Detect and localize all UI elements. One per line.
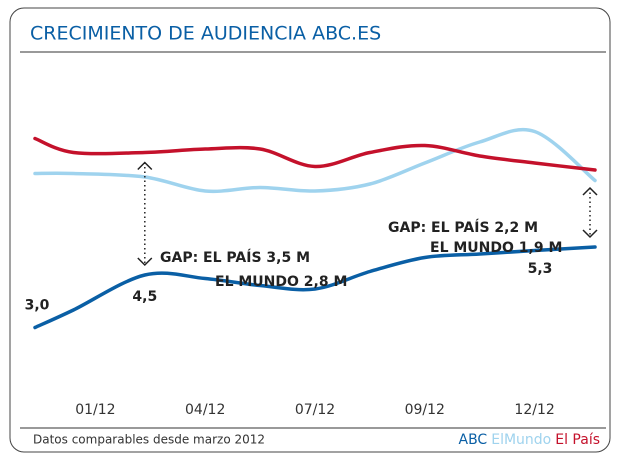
- x-tick-label: 12/12: [514, 402, 554, 418]
- annotation: GAP: EL PAÍS 3,5 M: [160, 249, 310, 266]
- x-tick-label: 04/12: [185, 402, 225, 418]
- footnote: Datos comparables desde marzo 2012: [33, 433, 265, 447]
- line-series: [33, 245, 597, 330]
- frame: [9, 7, 611, 453]
- arrow-head: [137, 257, 153, 267]
- arrow-head: [137, 161, 153, 171]
- legend-entry: El País: [555, 432, 600, 448]
- data-label: 5,3: [528, 261, 553, 277]
- annotation: EL MUNDO 1,9 M: [430, 240, 562, 256]
- legend: ABC ElMundo El País: [459, 432, 601, 448]
- annotation: GAP: EL PAÍS 2,2 M: [388, 219, 538, 236]
- legend-entry: ElMundo: [491, 432, 551, 448]
- x-tick-label: 07/12: [295, 402, 335, 418]
- line-series: [33, 136, 597, 172]
- data-label: 4,5: [132, 289, 157, 305]
- data-label: 3,0: [25, 298, 50, 314]
- annotation: EL MUNDO 2,8 M: [215, 274, 347, 290]
- x-tick-label: 01/12: [75, 402, 115, 418]
- chart-title: CRECIMIENTO DE AUDIENCIA ABC.ES: [30, 23, 381, 45]
- arrow-head: [582, 229, 598, 239]
- line-series: [33, 127, 597, 194]
- legend-entry: ABC: [459, 432, 488, 448]
- x-tick-label: 09/12: [405, 402, 445, 418]
- arrow-head: [582, 186, 598, 196]
